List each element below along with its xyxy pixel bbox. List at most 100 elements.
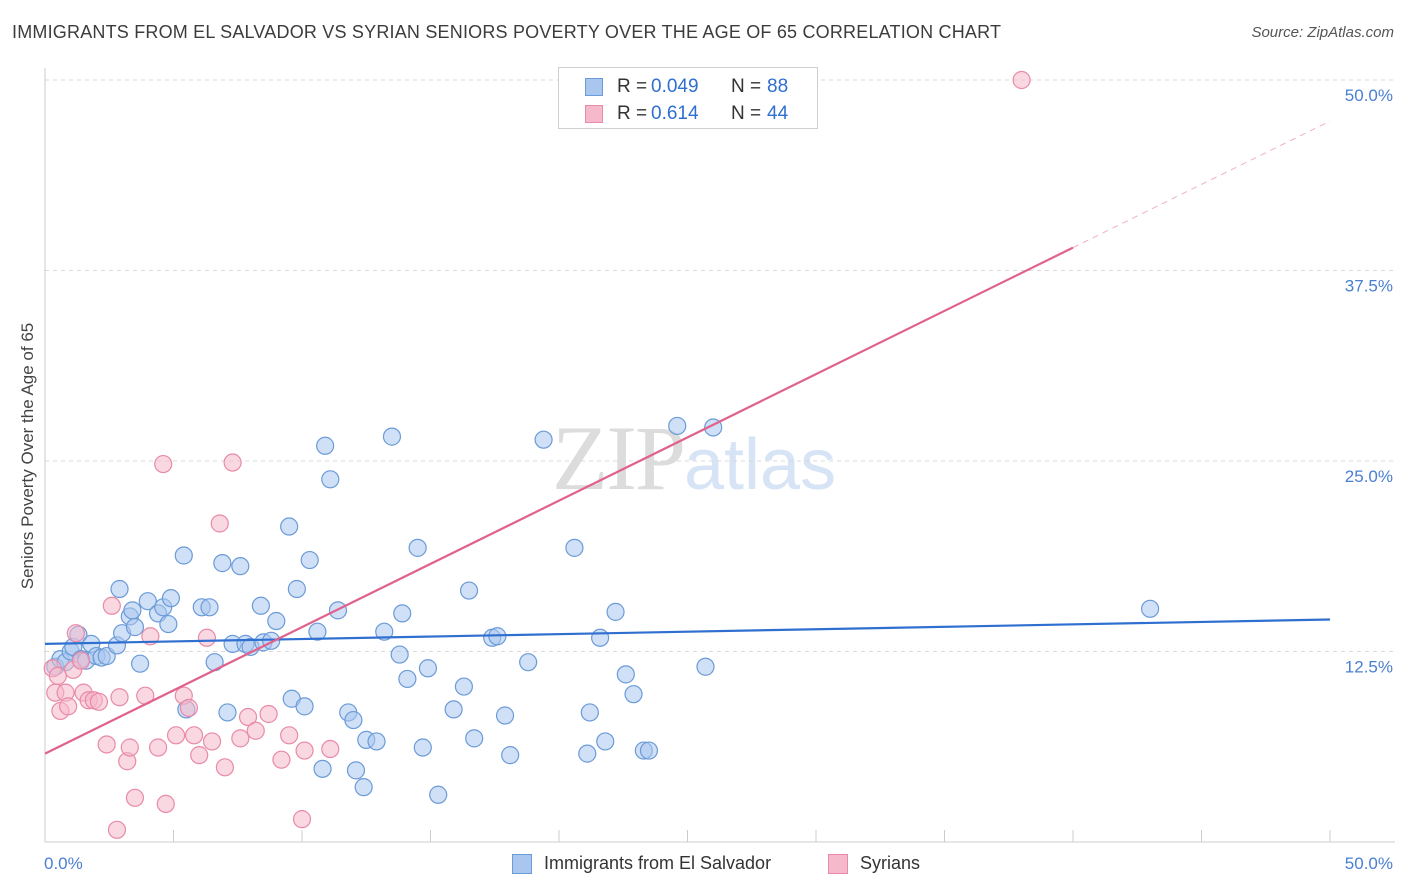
data-point-syrians bbox=[48, 666, 67, 685]
data-point-el-salvador bbox=[213, 554, 232, 573]
data-point-syrians bbox=[1012, 70, 1031, 90]
data-point-syrians bbox=[210, 514, 229, 533]
data-point-syrians bbox=[66, 624, 85, 643]
data-point-syrians bbox=[238, 707, 258, 727]
data-point-el-salvador bbox=[308, 622, 327, 641]
trend-line-el-salvador bbox=[44, 618, 1331, 645]
legend-label: Syrians bbox=[860, 853, 921, 873]
x-tick-label: 0.0% bbox=[44, 854, 83, 873]
data-point-el-salvador bbox=[251, 596, 270, 615]
data-point-el-salvador bbox=[390, 645, 409, 664]
data-point-el-salvador bbox=[313, 759, 332, 778]
r-label: R = bbox=[617, 76, 648, 97]
data-point-el-salvador bbox=[578, 744, 597, 763]
data-point-el-salvador bbox=[382, 427, 402, 446]
data-point-syrians bbox=[179, 698, 199, 717]
data-point-el-salvador bbox=[344, 710, 363, 730]
stats-legend: R = 0.049 N = 88 R = 0.614 N = 44 bbox=[558, 67, 818, 129]
data-point-el-salvador bbox=[267, 611, 286, 631]
data-point-el-salvador bbox=[1140, 599, 1160, 618]
data-point-el-salvador bbox=[231, 557, 250, 576]
data-point-el-salvador bbox=[465, 729, 484, 748]
data-point-syrians bbox=[125, 788, 145, 807]
data-point-el-salvador bbox=[321, 470, 340, 489]
data-point-el-salvador bbox=[565, 538, 584, 557]
data-point-syrians bbox=[71, 651, 91, 670]
watermark-atlas: atlas bbox=[684, 425, 837, 505]
data-point-el-salvador bbox=[429, 785, 448, 804]
y-tick-label: 25.0% bbox=[1345, 467, 1393, 486]
chart-title: IMMIGRANTS FROM EL SALVADOR VS SYRIAN SE… bbox=[12, 22, 1002, 42]
r-value: 0.049 bbox=[651, 76, 699, 97]
source-label: Source: ZipAtlas.com bbox=[1251, 24, 1394, 41]
n-label: N = bbox=[731, 103, 762, 124]
x-tick-label: 50.0% bbox=[1345, 854, 1393, 873]
data-point-el-salvador bbox=[591, 628, 610, 647]
data-point-el-salvador bbox=[624, 685, 643, 704]
legend-label: Immigrants from El Salvador bbox=[544, 853, 772, 873]
data-point-el-salvador bbox=[300, 550, 319, 570]
data-point-syrians bbox=[107, 820, 127, 839]
data-point-syrians bbox=[259, 704, 278, 724]
data-point-el-salvador bbox=[130, 654, 150, 673]
y-tick-label: 37.5% bbox=[1345, 277, 1393, 296]
blue-swatch bbox=[512, 854, 532, 874]
data-point-syrians bbox=[292, 810, 312, 829]
n-value: 44 bbox=[767, 103, 789, 124]
data-point-el-salvador bbox=[408, 538, 427, 557]
data-point-el-salvador bbox=[398, 669, 417, 689]
data-point-el-salvador bbox=[519, 653, 538, 672]
data-point-el-salvador bbox=[346, 761, 366, 780]
data-point-el-salvador bbox=[696, 657, 715, 676]
data-point-syrians bbox=[202, 732, 222, 751]
data-point-syrians bbox=[246, 721, 265, 740]
data-point-el-salvador bbox=[501, 746, 520, 765]
data-point-syrians bbox=[148, 738, 168, 757]
data-point-el-salvador bbox=[418, 659, 438, 678]
data-point-el-salvador bbox=[668, 416, 687, 436]
data-point-el-salvador bbox=[367, 732, 386, 751]
data-point-el-salvador bbox=[218, 703, 237, 722]
n-value: 88 bbox=[767, 76, 789, 97]
r-label: R = bbox=[617, 103, 648, 124]
data-point-syrians bbox=[321, 739, 340, 759]
data-point-el-salvador bbox=[459, 581, 479, 600]
data-point-el-salvador bbox=[375, 622, 394, 641]
data-point-syrians bbox=[59, 697, 78, 716]
y-tick-label: 50.0% bbox=[1345, 86, 1393, 105]
data-point-el-salvador bbox=[534, 430, 553, 449]
trend-line-syrians bbox=[44, 246, 1074, 755]
data-point-el-salvador bbox=[262, 631, 281, 650]
data-point-el-salvador bbox=[495, 706, 515, 725]
data-point-el-salvador bbox=[110, 579, 129, 599]
data-point-el-salvador bbox=[316, 436, 335, 455]
data-point-syrians bbox=[184, 726, 204, 745]
data-point-el-salvador bbox=[413, 738, 432, 757]
data-point-syrians bbox=[223, 453, 242, 472]
data-point-el-salvador bbox=[606, 602, 625, 621]
trend-extension-syrians bbox=[1072, 120, 1331, 249]
data-point-el-salvador bbox=[639, 741, 659, 760]
pink-swatch bbox=[828, 854, 848, 874]
data-point-el-salvador bbox=[287, 579, 306, 599]
data-point-syrians bbox=[110, 688, 129, 707]
data-point-el-salvador bbox=[616, 665, 635, 684]
r-value: 0.614 bbox=[651, 103, 699, 124]
data-point-el-salvador bbox=[280, 517, 299, 536]
data-point-el-salvador bbox=[174, 546, 193, 565]
data-point-syrians bbox=[120, 738, 139, 757]
data-point-syrians bbox=[154, 454, 173, 474]
data-point-syrians bbox=[280, 726, 299, 745]
data-point-syrians bbox=[272, 750, 291, 769]
data-point-el-salvador bbox=[444, 700, 463, 719]
y-tick-label: 12.5% bbox=[1345, 658, 1393, 677]
data-point-syrians bbox=[89, 692, 109, 711]
data-point-el-salvador bbox=[161, 589, 181, 608]
data-point-el-salvador bbox=[123, 601, 142, 620]
data-point-el-salvador bbox=[295, 697, 314, 716]
data-point-el-salvador bbox=[580, 703, 599, 722]
data-point-syrians bbox=[295, 741, 314, 760]
data-point-el-salvador bbox=[596, 732, 615, 751]
data-point-el-salvador bbox=[354, 778, 373, 797]
